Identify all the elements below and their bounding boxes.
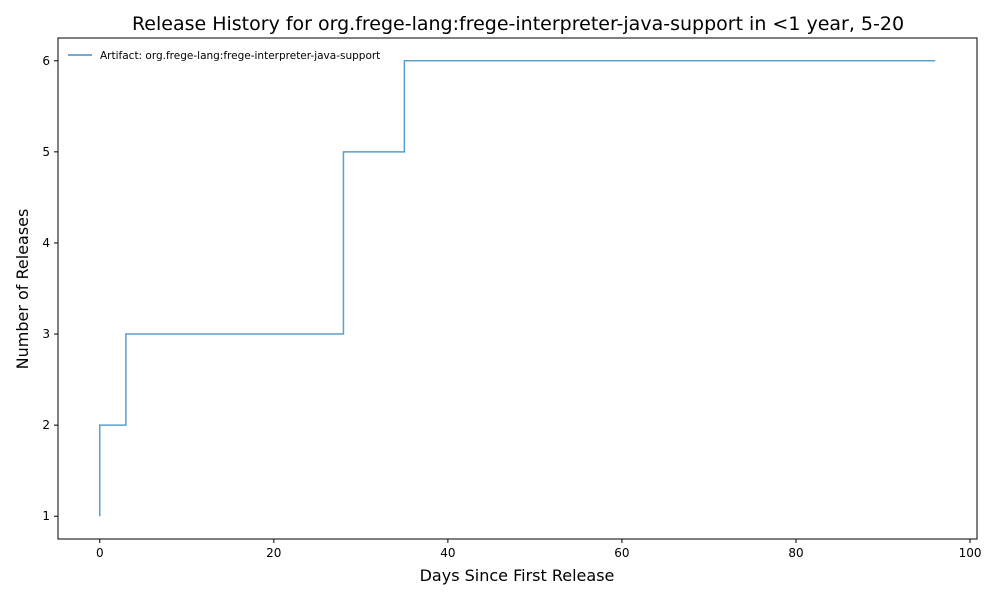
y-tick-label: 6 bbox=[42, 54, 50, 68]
chart-title: Release History for org.frege-lang:frege… bbox=[132, 13, 904, 35]
legend-label: Artifact: org.frege-lang:frege-interpret… bbox=[100, 50, 380, 62]
x-tick-label: 80 bbox=[788, 546, 803, 560]
y-tick-label: 5 bbox=[42, 145, 50, 159]
y-tick-label: 3 bbox=[42, 327, 50, 341]
x-tick-label: 20 bbox=[266, 546, 281, 560]
x-axis: 0 20 40 60 80 100 bbox=[96, 539, 982, 560]
y-tick-label: 4 bbox=[42, 236, 50, 250]
plot-area bbox=[57, 37, 978, 540]
series-line bbox=[99, 60, 936, 517]
x-tick-label: 60 bbox=[614, 546, 629, 560]
y-tick-label: 2 bbox=[42, 418, 50, 432]
x-tick-label: 0 bbox=[96, 546, 104, 560]
legend: Artifact: org.frege-lang:frege-interpret… bbox=[68, 50, 380, 62]
x-tick-label: 100 bbox=[959, 546, 982, 560]
y-axis: 1 2 3 4 5 6 bbox=[42, 54, 58, 523]
y-tick-label: 1 bbox=[42, 509, 50, 523]
y-axis-title: Number of Releases bbox=[13, 209, 32, 370]
x-axis-title: Days Since First Release bbox=[420, 566, 615, 585]
x-tick-label: 40 bbox=[440, 546, 455, 560]
